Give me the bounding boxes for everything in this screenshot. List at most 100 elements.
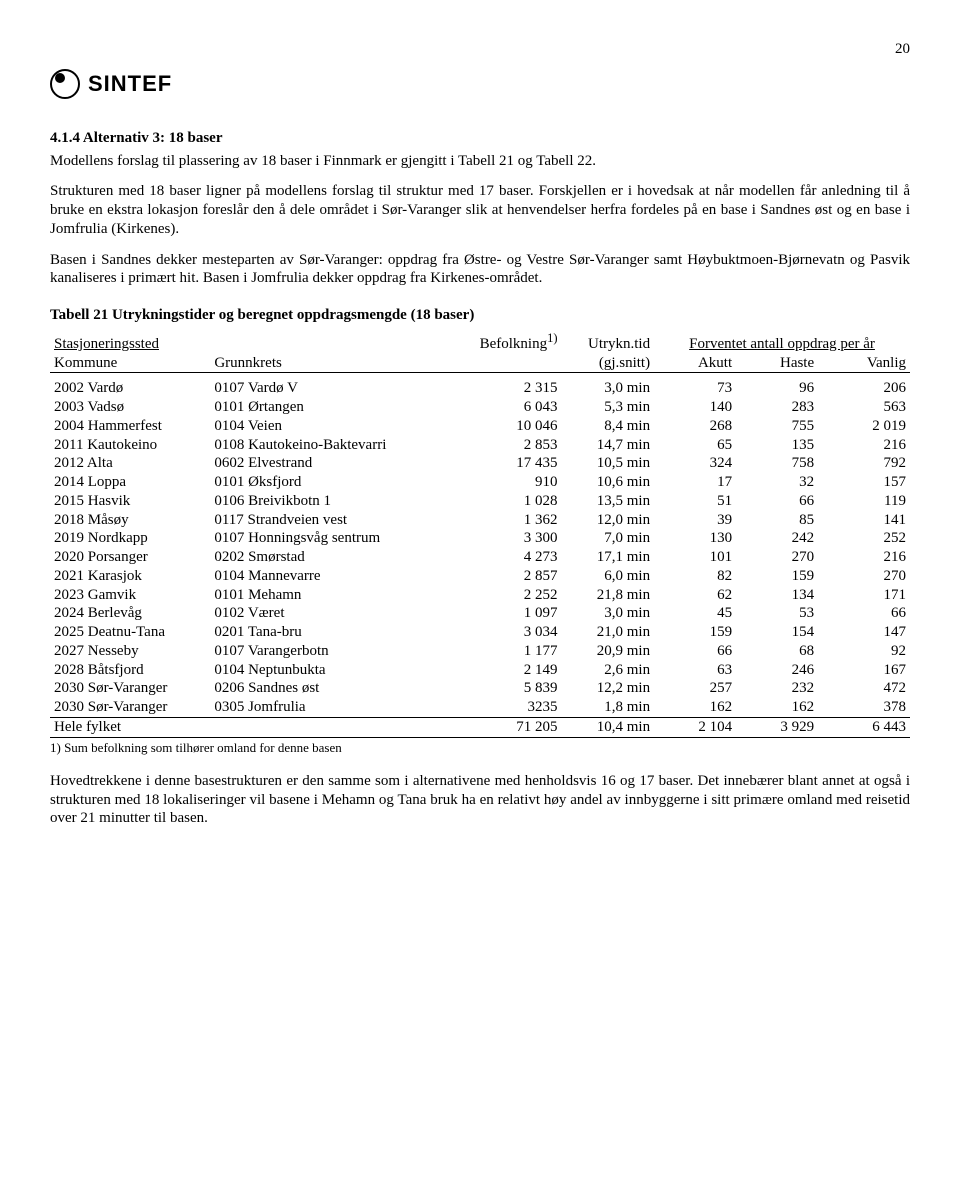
table-row: 2028 Båtsfjord0104 Neptunbukta2 1492,6 m… bbox=[50, 661, 910, 680]
table-row: 2025 Deatnu-Tana0201 Tana-bru3 03421,0 m… bbox=[50, 623, 910, 642]
cell-grunnkrets: 0101 Øksfjord bbox=[210, 473, 448, 492]
table-row: 2030 Sør-Varanger0305 Jomfrulia32351,8 m… bbox=[50, 698, 910, 717]
cell-tid: 17,1 min bbox=[562, 548, 655, 567]
cell-grunnkrets: 0104 Neptunbukta bbox=[210, 661, 448, 680]
col-header: Haste bbox=[736, 354, 818, 373]
cell-total-tid: 10,4 min bbox=[562, 717, 655, 737]
cell-vanlig: 157 bbox=[818, 473, 910, 492]
cell-kommune: 2030 Sør-Varanger bbox=[50, 698, 210, 717]
cell-haste: 162 bbox=[736, 698, 818, 717]
cell-haste: 66 bbox=[736, 492, 818, 511]
body-paragraph: Basen i Sandnes dekker mesteparten av Sø… bbox=[50, 251, 910, 289]
cell-tid: 10,6 min bbox=[562, 473, 655, 492]
table-row: 2030 Sør-Varanger0206 Sandnes øst5 83912… bbox=[50, 679, 910, 698]
cell-akutt: 39 bbox=[654, 511, 736, 530]
cell-haste: 270 bbox=[736, 548, 818, 567]
cell-vanlig: 92 bbox=[818, 642, 910, 661]
cell-kommune: 2028 Båtsfjord bbox=[50, 661, 210, 680]
table-row: 2023 Gamvik0101 Mehamn2 25221,8 min62134… bbox=[50, 586, 910, 605]
col-header: Akutt bbox=[654, 354, 736, 373]
cell-akutt: 73 bbox=[654, 379, 736, 398]
cell-grunnkrets: 0102 Været bbox=[210, 604, 448, 623]
cell-tid: 21,0 min bbox=[562, 623, 655, 642]
cell-vanlig: 216 bbox=[818, 436, 910, 455]
cell-kommune: 2024 Berlevåg bbox=[50, 604, 210, 623]
cell-kommune: 2018 Måsøy bbox=[50, 511, 210, 530]
cell-haste: 755 bbox=[736, 417, 818, 436]
table-row: 2018 Måsøy0117 Strandveien vest1 36212,0… bbox=[50, 511, 910, 530]
cell-akutt: 17 bbox=[654, 473, 736, 492]
cell-vanlig: 2 019 bbox=[818, 417, 910, 436]
cell-vanlig: 119 bbox=[818, 492, 910, 511]
logo-text: SINTEF bbox=[88, 70, 172, 98]
cell-haste: 758 bbox=[736, 454, 818, 473]
cell-grunnkrets: 0108 Kautokeino-Baktevarri bbox=[210, 436, 448, 455]
table-row: 2020 Porsanger0202 Smørstad4 27317,1 min… bbox=[50, 548, 910, 567]
cell-akutt: 257 bbox=[654, 679, 736, 698]
cell-tid: 10,5 min bbox=[562, 454, 655, 473]
table-row: 2004 Hammerfest0104 Veien10 0468,4 min26… bbox=[50, 417, 910, 436]
cell-vanlig: 472 bbox=[818, 679, 910, 698]
logo-mark-icon bbox=[50, 69, 80, 99]
cell-kommune: 2027 Nesseby bbox=[50, 642, 210, 661]
body-paragraph: Hovedtrekkene i denne basestrukturen er … bbox=[50, 772, 910, 828]
cell-haste: 96 bbox=[736, 379, 818, 398]
cell-befolkning: 3235 bbox=[448, 698, 561, 717]
cell-akutt: 45 bbox=[654, 604, 736, 623]
cell-befolkning: 1 362 bbox=[448, 511, 561, 530]
cell-akutt: 130 bbox=[654, 529, 736, 548]
cell-total-label: Hele fylket bbox=[50, 717, 210, 737]
cell-haste: 154 bbox=[736, 623, 818, 642]
table-row: 2003 Vadsø0101 Ørtangen6 0435,3 min14028… bbox=[50, 398, 910, 417]
cell-tid: 12,0 min bbox=[562, 511, 655, 530]
cell-kommune: 2030 Sør-Varanger bbox=[50, 679, 210, 698]
cell-haste: 68 bbox=[736, 642, 818, 661]
cell-total-akutt: 2 104 bbox=[654, 717, 736, 737]
table-footnote: 1) Sum befolkning som tilhører omland fo… bbox=[50, 740, 910, 756]
cell-akutt: 268 bbox=[654, 417, 736, 436]
table-row: 2011 Kautokeino0108 Kautokeino-Baktevarr… bbox=[50, 436, 910, 455]
cell-kommune: 2004 Hammerfest bbox=[50, 417, 210, 436]
cell-tid: 3,0 min bbox=[562, 379, 655, 398]
cell-tid: 7,0 min bbox=[562, 529, 655, 548]
cell-kommune: 2025 Deatnu-Tana bbox=[50, 623, 210, 642]
cell-haste: 232 bbox=[736, 679, 818, 698]
cell-grunnkrets: 0107 Varangerbotn bbox=[210, 642, 448, 661]
cell-vanlig: 792 bbox=[818, 454, 910, 473]
cell-tid: 1,8 min bbox=[562, 698, 655, 717]
cell-befolkning: 2 853 bbox=[448, 436, 561, 455]
cell-akutt: 140 bbox=[654, 398, 736, 417]
col-header: Vanlig bbox=[818, 354, 910, 373]
cell-befolkning: 1 177 bbox=[448, 642, 561, 661]
col-header: Grunnkrets bbox=[210, 354, 448, 373]
cell-kommune: 2023 Gamvik bbox=[50, 586, 210, 605]
cell-haste: 53 bbox=[736, 604, 818, 623]
cell-grunnkrets: 0107 Vardø V bbox=[210, 379, 448, 398]
cell-tid: 13,5 min bbox=[562, 492, 655, 511]
cell-grunnkrets: 0117 Strandveien vest bbox=[210, 511, 448, 530]
cell-akutt: 51 bbox=[654, 492, 736, 511]
cell-kommune: 2020 Porsanger bbox=[50, 548, 210, 567]
cell-akutt: 162 bbox=[654, 698, 736, 717]
cell-akutt: 159 bbox=[654, 623, 736, 642]
cell-tid: 3,0 min bbox=[562, 604, 655, 623]
cell-kommune: 2015 Hasvik bbox=[50, 492, 210, 511]
data-table: Stasjoneringssted Befolkning1) Utrykn.ti… bbox=[50, 331, 910, 738]
cell-befolkning: 2 315 bbox=[448, 379, 561, 398]
cell-grunnkrets: 0107 Honningsvåg sentrum bbox=[210, 529, 448, 548]
cell-akutt: 101 bbox=[654, 548, 736, 567]
cell-vanlig: 252 bbox=[818, 529, 910, 548]
table-row: 2019 Nordkapp0107 Honningsvåg sentrum3 3… bbox=[50, 529, 910, 548]
cell-tid: 14,7 min bbox=[562, 436, 655, 455]
col-header: Utrykn.tid bbox=[562, 331, 655, 354]
table-row: 2021 Karasjok0104 Mannevarre2 8576,0 min… bbox=[50, 567, 910, 586]
cell-tid: 20,9 min bbox=[562, 642, 655, 661]
cell-vanlig: 378 bbox=[818, 698, 910, 717]
cell-haste: 32 bbox=[736, 473, 818, 492]
cell-tid: 12,2 min bbox=[562, 679, 655, 698]
cell-kommune: 2003 Vadsø bbox=[50, 398, 210, 417]
cell-vanlig: 167 bbox=[818, 661, 910, 680]
cell-kommune: 2002 Vardø bbox=[50, 379, 210, 398]
cell-befolkning: 6 043 bbox=[448, 398, 561, 417]
cell-vanlig: 270 bbox=[818, 567, 910, 586]
